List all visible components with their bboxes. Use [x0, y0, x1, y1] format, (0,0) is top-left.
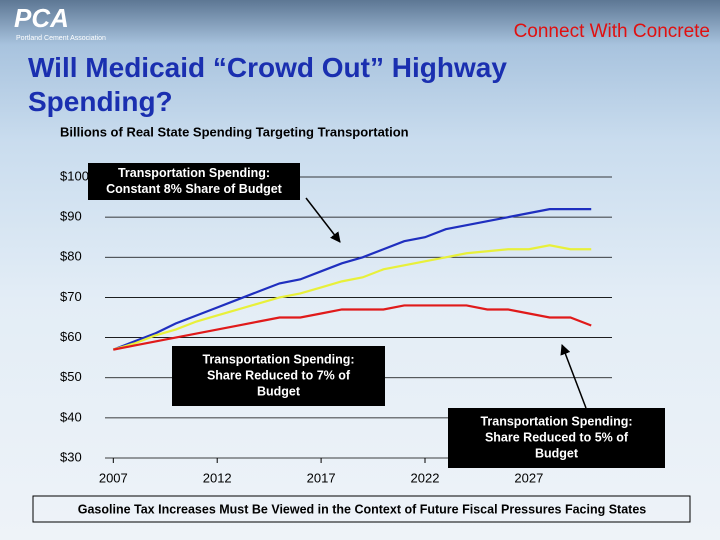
logo-subtitle: Portland Cement Association: [16, 35, 106, 42]
y-tick-label: $70: [60, 289, 82, 304]
annotation-box: [88, 163, 300, 200]
logo: PCA: [14, 3, 69, 33]
y-tick-label: $100: [60, 168, 89, 183]
annotation-text: Transportation Spending:: [480, 414, 632, 428]
x-tick-label: 2027: [514, 470, 543, 485]
annotation-arrow: [305, 197, 341, 243]
annotation-text: Constant 8% Share of Budget: [106, 182, 283, 196]
annotation-text: Budget: [535, 446, 579, 460]
annotation-text: Budget: [257, 384, 301, 398]
y-tick-label: $30: [60, 449, 82, 464]
annotation-arrow: [560, 344, 587, 409]
y-tick-label: $50: [60, 369, 82, 384]
x-tick-label: 2007: [99, 470, 128, 485]
y-tick-label: $90: [60, 209, 82, 224]
annotation-box: [172, 346, 385, 406]
slide-title: Will Medicaid “Crowd Out” Highway Spendin…: [28, 52, 507, 117]
annotation-text: Transportation Spending:: [118, 166, 270, 180]
x-tick-label: 2022: [411, 470, 440, 485]
x-tick-label: 2012: [203, 470, 232, 485]
annotation-text: Share Reduced to 7% of: [207, 368, 351, 382]
x-tick-label: 2017: [307, 470, 336, 485]
series-line: [112, 208, 592, 351]
annotation-text: Transportation Spending:: [202, 352, 354, 366]
y-tick-label: $60: [60, 329, 82, 344]
series-line: [113, 304, 592, 351]
series-line: [113, 244, 592, 351]
chart-title: Billions of Real State Spending Targetin…: [60, 124, 409, 139]
annotation-text: Share Reduced to 5% of: [485, 430, 629, 444]
tagline: Connect With Concrete: [514, 21, 710, 42]
footer: Gasoline Tax Increases Must Be Viewed in…: [78, 502, 647, 516]
annotation-box: [448, 408, 665, 468]
y-tick-label: $80: [60, 249, 82, 264]
y-tick-label: $40: [60, 409, 82, 424]
footer-box: [32, 495, 691, 523]
